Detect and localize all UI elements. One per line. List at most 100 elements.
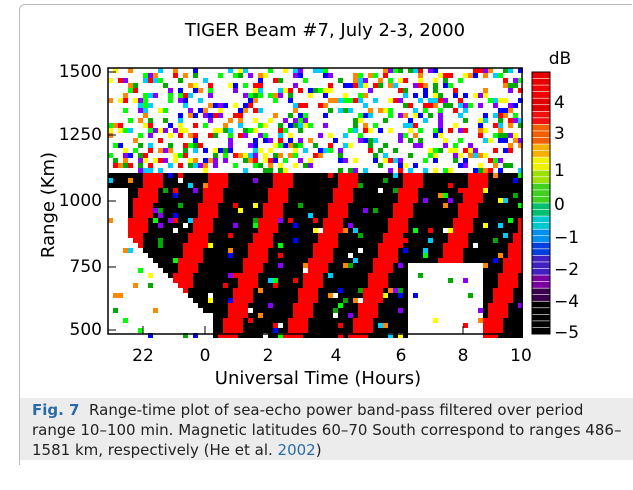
heatmap-cell: [403, 243, 408, 248]
heatmap-cell: [348, 198, 353, 203]
heatmap-cell: [138, 218, 143, 223]
heatmap-cell: [353, 173, 358, 178]
heatmap-cell: [193, 158, 198, 163]
heatmap-cell: [378, 238, 383, 243]
heatmap-cell: [288, 323, 293, 328]
heatmap-cell: [483, 238, 488, 243]
heatmap-cell: [173, 233, 178, 238]
heatmap-cell: [113, 183, 118, 188]
heatmap-cell: [323, 328, 328, 333]
heatmap-cell: [338, 213, 343, 218]
heatmap-cell: [343, 123, 348, 128]
heatmap-cell: [253, 233, 258, 238]
heatmap-cell: [348, 303, 353, 308]
heatmap-cell: [203, 223, 208, 228]
heatmap-cell: [328, 268, 333, 273]
heatmap-cell: [333, 178, 338, 183]
heatmap-cell: [268, 163, 273, 168]
heatmap-cell: [493, 193, 498, 198]
heatmap-cell: [228, 133, 233, 138]
heatmap-cell: [358, 313, 363, 318]
heatmap-cell: [493, 203, 498, 208]
heatmap-cell: [493, 98, 498, 103]
heatmap-cell: [348, 283, 353, 288]
heatmap-cell: [183, 148, 188, 153]
heatmap-cell: [283, 238, 288, 243]
heatmap-cell: [358, 93, 363, 98]
heatmap-cell: [148, 253, 153, 258]
heatmap-cell: [283, 228, 288, 233]
heatmap-cell: [403, 113, 408, 118]
heatmap-cell: [468, 73, 473, 78]
heatmap-cell: [233, 188, 238, 193]
heatmap-cell: [388, 183, 393, 188]
heatmap-cell: [118, 293, 123, 298]
heatmap-cell: [213, 148, 218, 153]
heatmap-cell: [148, 218, 153, 223]
heatmap-cell: [308, 278, 313, 283]
heatmap-cell: [188, 198, 193, 203]
heatmap-cell: [303, 103, 308, 108]
heatmap-cell: [468, 208, 473, 213]
heatmap-cell: [478, 203, 483, 208]
heatmap-cell: [173, 223, 178, 228]
heatmap-cell: [508, 318, 513, 323]
heatmap-cell: [263, 208, 268, 213]
heatmap-cell: [313, 323, 318, 328]
colorbar-tick-label: −1: [554, 228, 579, 248]
heatmap-cell: [258, 123, 263, 128]
heatmap-cell: [303, 158, 308, 163]
heatmap-cell: [193, 148, 198, 153]
heatmap-cell: [458, 213, 463, 218]
caption-link[interactable]: 2002: [278, 441, 316, 459]
heatmap-cell: [148, 93, 153, 98]
heatmap-cell: [298, 283, 303, 288]
heatmap-cell: [278, 278, 283, 283]
heatmap-cell: [508, 323, 513, 328]
heatmap-cell: [238, 308, 243, 313]
heatmap-cell: [478, 93, 483, 98]
heatmap-cell: [208, 253, 213, 258]
heatmap-cell: [143, 183, 148, 188]
heatmap-cell: [233, 228, 238, 233]
heatmap-cell: [218, 303, 223, 308]
heatmap-cell: [343, 93, 348, 98]
heatmap-cell: [348, 213, 353, 218]
heatmap-cell: [328, 88, 333, 93]
heatmap-cell: [248, 153, 253, 158]
heatmap-cell: [263, 228, 268, 233]
heatmap-cell: [453, 253, 458, 258]
heatmap-cell: [373, 258, 378, 263]
heatmap-cell: [263, 308, 268, 313]
heatmap-cell: [273, 233, 278, 238]
heatmap-cell: [513, 213, 518, 218]
heatmap-cell: [238, 258, 243, 263]
heatmap-cell: [258, 303, 263, 308]
heatmap-cell: [198, 273, 203, 278]
heatmap-cell: [488, 108, 493, 113]
heatmap-cell: [363, 208, 368, 213]
heatmap-cell: [488, 198, 493, 203]
heatmap-cell: [243, 298, 248, 303]
heatmap-cell: [323, 173, 328, 178]
heatmap-cell: [433, 78, 438, 83]
heatmap-cell: [468, 248, 473, 253]
heatmap-cell: [223, 148, 228, 153]
heatmap-cell: [398, 278, 403, 283]
heatmap-cell: [213, 273, 218, 278]
heatmap-cell: [178, 188, 183, 193]
heatmap-cell: [298, 323, 303, 328]
heatmap-cell: [283, 243, 288, 248]
heatmap-cell: [173, 243, 178, 248]
heatmap-cell: [158, 183, 163, 188]
heatmap-cell: [213, 188, 218, 193]
heatmap-cell: [278, 88, 283, 93]
heatmap-cell: [308, 313, 313, 318]
heatmap-cell: [288, 253, 293, 258]
heatmap-cell: [303, 78, 308, 83]
heatmap-cell: [258, 133, 263, 138]
heatmap-cell: [473, 73, 478, 78]
heatmap-cell: [258, 83, 263, 88]
heatmap-cell: [343, 193, 348, 198]
heatmap-cell: [483, 243, 488, 248]
